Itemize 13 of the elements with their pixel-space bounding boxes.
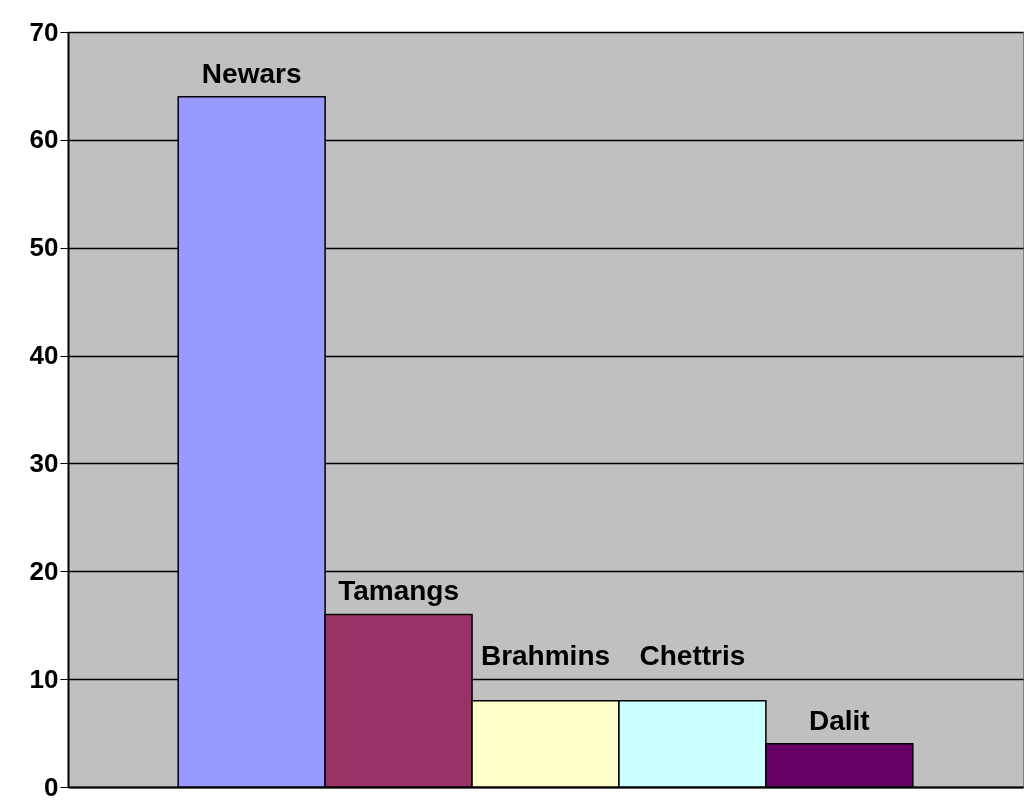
y-tick-label: 20 xyxy=(29,555,59,586)
x-tick-label: Chettris xyxy=(639,640,746,672)
x-tick-label: Newars xyxy=(201,57,302,89)
x-tick-label: Brahmins xyxy=(480,640,611,672)
y-tick-label: 60 xyxy=(29,124,59,155)
y-tick-label: 40 xyxy=(29,340,59,371)
x-tick-label: Dalit xyxy=(809,704,870,736)
y-tick-label: 70 xyxy=(29,16,59,47)
x-tick-label: Tamangs xyxy=(338,575,460,607)
y-tick-label: 50 xyxy=(29,232,59,263)
y-tick-label: 30 xyxy=(29,447,59,478)
y-tick-label: 0 xyxy=(44,771,59,802)
y-tick-label: 10 xyxy=(29,663,59,694)
